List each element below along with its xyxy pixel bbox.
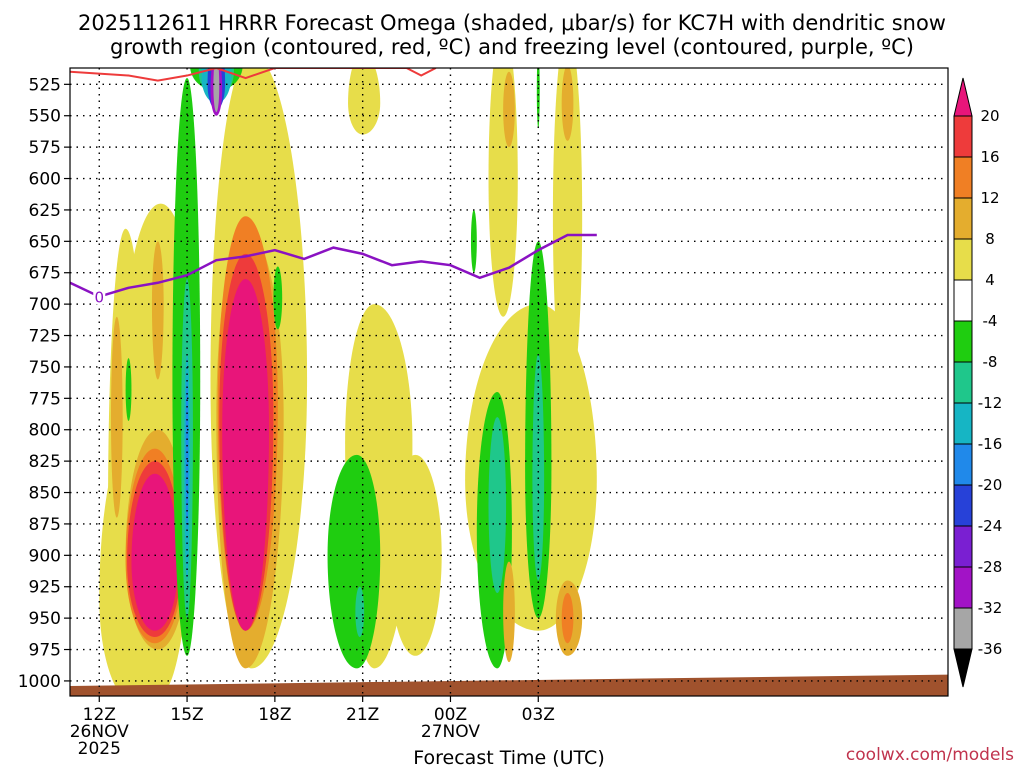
credit-text: coolwx.com/models [846,745,1014,765]
y-tick-label-600: 600 [29,170,61,190]
colorbar-label-7: -12 [978,394,1003,412]
x-tick-label-18Z: 18Z [258,705,291,725]
colorbar-swatch-3 [953,197,973,240]
omega-region-13 [185,379,189,531]
x-tick-sublabel-00Z-0: 27NOV [421,722,480,742]
colorbar-swatch-1 [953,115,973,158]
y-tick-label-900: 900 [29,546,61,566]
x-tick-sublabel-12Z-0: 26NOV [70,722,129,742]
colorbar-bottom-arrow [953,648,973,688]
y-tick-label-550: 550 [29,107,61,127]
colorbar-label-10: -24 [978,517,1003,535]
colorbar-top-arrow [953,77,973,117]
y-tick-label-675: 675 [29,264,61,284]
y-tick-label-750: 750 [29,358,61,378]
colorbar-label-11: -28 [978,558,1003,576]
omega-region-26 [348,68,381,135]
contour-lines: 0 [70,68,597,307]
omega-region-20 [213,68,220,112]
colorbar-swatch-7 [953,361,973,404]
plot-area [70,68,948,696]
omega-region-9 [125,358,132,421]
y-tick-label-800: 800 [29,421,61,441]
dgz-contour-line [70,68,437,82]
colorbar-label-5: -4 [983,312,998,330]
y-tick-label-525: 525 [29,75,61,95]
omega-region-43 [536,68,540,129]
colorbar-label-2: 12 [980,189,999,207]
chart-title-line-1: 2025112611 HRRR Forecast Omega (shaded, … [78,11,946,35]
x-tick-label-00Z: 00Z [434,705,467,725]
x-tick-label-15Z: 15Z [170,705,203,725]
y-tick-label-700: 700 [29,295,61,315]
omega-region-25 [273,266,283,330]
y-tick-label-850: 850 [29,484,61,504]
colorbar-swatch-13 [953,607,973,650]
x-axis-label: Forecast Time (UTC) [413,747,604,768]
omega-region-8 [151,241,164,380]
colorbar-swatch-2 [953,156,973,199]
colorbar: 20 16 12 8 4 -4 -8 -12 -16 -20 -24 -28 -32 -36 [953,77,1003,688]
freezing-label-bg [93,287,106,305]
colorbar-swatch-5 [953,279,973,322]
y-tick-label-875: 875 [29,515,61,535]
omega-region-6 [131,473,179,631]
x-tick-label-21Z: 21Z [346,705,379,725]
y-tick-label-625: 625 [29,201,61,221]
colorbar-label-9: -20 [978,476,1003,494]
omega-region-37 [532,354,545,581]
x-tick-label-03Z: 03Z [522,705,555,725]
y-axis: 525 550 575 600 625 650 675 700 725 750 775 800 825 8… [18,75,70,692]
y-tick-label-950: 950 [29,609,61,629]
grid-lines [70,68,948,696]
y-tick-label-575: 575 [29,138,61,158]
y-tick-label-825: 825 [29,452,61,472]
colorbar-swatch-6 [953,320,973,363]
omega-region-42 [561,68,574,141]
colorbar-label-3: 8 [985,230,995,248]
chart-title-line-2: growth region (contoured, red, ºC) and f… [110,35,914,59]
omega-region-30 [355,586,365,637]
y-tick-label-1000: 1000 [18,672,61,692]
freezing-level-line [70,233,597,298]
colorbar-label-13: -36 [978,640,1003,658]
colorbar-swatch-12 [953,566,973,609]
x-tick-label-12Z: 12Z [83,705,116,725]
omega-region-40 [561,593,574,644]
plot-frame [69,67,949,697]
omega-region-41 [503,71,515,148]
colorbar-label-0: 20 [980,107,999,125]
colorbar-label-1: 16 [980,148,999,166]
colorbar-label-12: -32 [978,599,1003,617]
colorbar-label-8: -16 [978,435,1003,453]
y-tick-label-650: 650 [29,232,61,252]
omega-region-38 [503,561,515,663]
colorbar-label-4: 4 [985,271,995,289]
colorbar-swatch-9 [953,443,973,486]
terrain-band [70,674,948,696]
colorbar-swatch-10 [953,484,973,527]
y-tick-label-775: 775 [29,389,61,409]
y-tick-label-925: 925 [29,578,61,598]
omega-region-35 [488,417,507,594]
colorbar-label-6: -8 [983,353,998,371]
omega-region-29 [327,454,381,669]
y-tick-label-725: 725 [29,327,61,347]
colorbar-swatch-4 [953,238,973,281]
freezing-level-label: 0 [94,289,104,307]
x-tick-sublabel-12Z-1: 2025 [78,739,121,759]
y-tick-label-975: 975 [29,641,61,661]
colorbar-swatch-11 [953,525,973,568]
omega-region-7 [110,316,123,518]
colorbar-swatch-8 [953,402,973,445]
